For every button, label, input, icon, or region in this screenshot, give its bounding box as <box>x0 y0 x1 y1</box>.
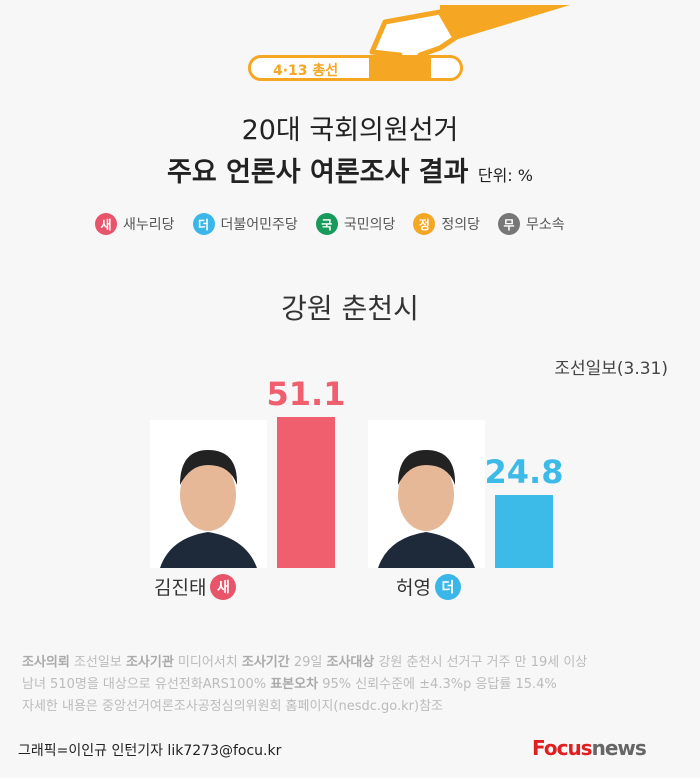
candidate-photo <box>368 420 485 568</box>
legend-label: 더불어민주당 <box>220 217 298 233</box>
legend-item: 국 국민의당 <box>315 213 396 235</box>
unit-label: 단위: % <box>477 166 533 185</box>
legend-item: 새 새누리당 <box>95 213 175 235</box>
note-line: 조사의뢰 조선일보 조사기관 미디어서치 조사기간 29일 조사대상 강원 춘천… <box>22 655 588 670</box>
legend-item: 더 더불어민주당 <box>192 213 298 235</box>
candidate-photo <box>150 420 267 568</box>
legend-item: 정 정의당 <box>413 213 480 235</box>
ballot-hand-icon <box>369 5 570 78</box>
candidate-label: 김진태 새 <box>154 573 237 600</box>
source-label: 조선일보(3.31) <box>554 359 668 379</box>
party-legend: 새 새누리당 더 더불어민주당 국 국민의당 정 정의당 무 무소속 <box>95 213 565 235</box>
title-line2: 주요 언론사 여론조사 결과 단위: % <box>167 157 533 188</box>
party-icon: 새 <box>210 573 237 600</box>
legend-item: 무 무소속 <box>497 213 565 235</box>
note-line: 남녀 510명을 대상으로 유선전화ARS100% 표본오차 95% 신뢰수준에… <box>22 677 557 692</box>
legend-label: 새누리당 <box>123 217 175 233</box>
bar-value-label: 24.8 <box>484 452 564 491</box>
focusnews-logo: Focusnews <box>532 736 647 760</box>
chart-title: 강원 춘천시 <box>281 292 419 325</box>
candidate-label: 허영 더 <box>396 573 461 600</box>
ballot-icon <box>369 57 431 79</box>
legend-label: 정의당 <box>441 217 480 233</box>
legend-label: 무소속 <box>525 217 565 233</box>
party-icon: 무 <box>497 213 520 235</box>
survey-notes: 조사의뢰 조선일보 조사기관 미디어서치 조사기간 29일 조사대상 강원 춘천… <box>22 652 587 718</box>
bar-value-label: 51.1 <box>266 375 346 414</box>
election-badge: 4·13 총선 <box>248 55 463 81</box>
legend-label: 국민의당 <box>343 217 396 233</box>
party-icon: 더 <box>434 573 461 600</box>
title-line1: 20대 국회의원선거 <box>241 115 459 146</box>
bar-1 <box>495 494 553 568</box>
bar-0 <box>277 417 335 568</box>
note-line: 자세한 내용은 중앙선거여론조사공정심의위원회 홈페이지(nesdc.go.kr… <box>22 699 443 714</box>
party-icon: 새 <box>95 213 117 235</box>
party-icon: 정 <box>413 213 436 235</box>
credit: 그래픽=이인규 인턴기자 lik7273@focu.kr <box>18 743 282 759</box>
party-icon: 국 <box>315 213 338 235</box>
party-icon: 더 <box>192 213 215 235</box>
